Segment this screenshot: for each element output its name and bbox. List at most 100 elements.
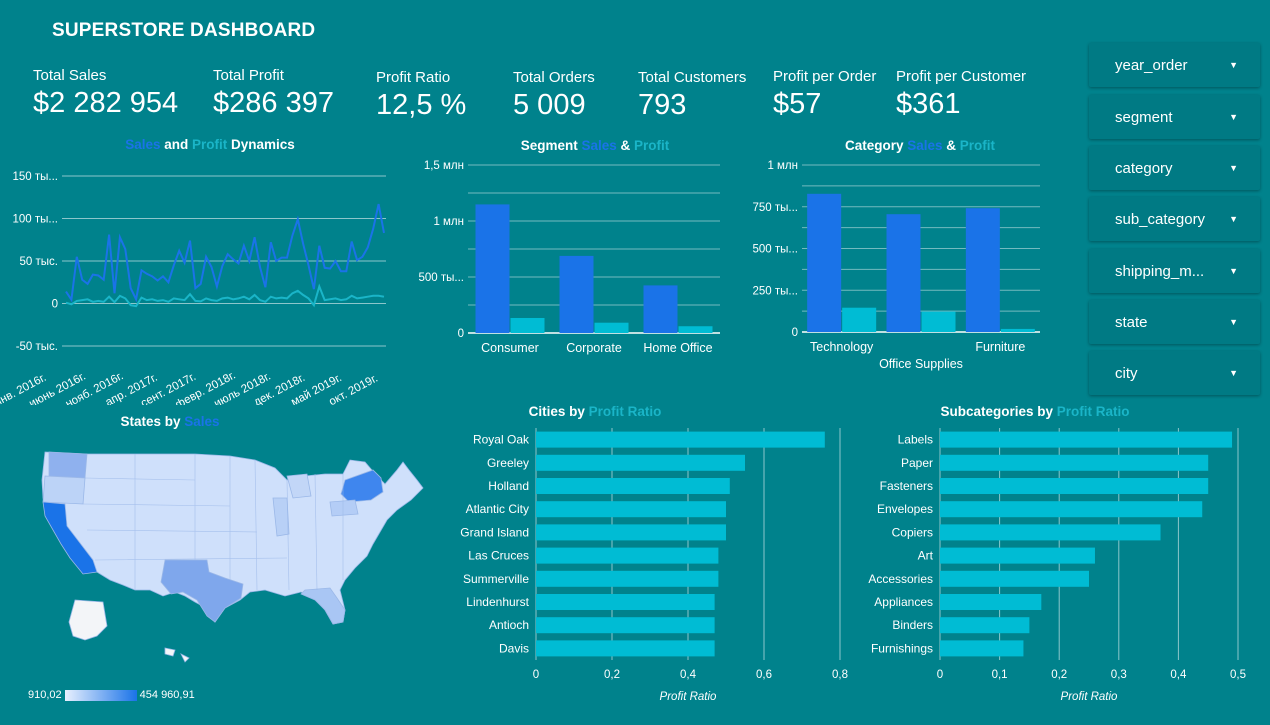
x-category-label: Furniture	[975, 340, 1025, 354]
y-tick-label: 500 ты...	[418, 272, 464, 284]
x-tick-label: 0,6	[756, 669, 772, 681]
bar-sales	[475, 204, 510, 333]
x-tick-label: 0,2	[604, 669, 620, 681]
y-tick-label: 150 ты...	[12, 171, 58, 183]
kpi-total-customers: Total Customers 793	[638, 69, 746, 122]
kpi-value: $361	[896, 88, 961, 120]
kpi-label: Profit per Order	[773, 68, 877, 85]
bar-profit-ratio	[940, 454, 1209, 471]
y-category-label: Binders	[892, 618, 933, 632]
y-category-label: Atlantic City	[466, 502, 529, 516]
kpi-value: $57	[773, 88, 822, 120]
y-category-label: Appliances	[874, 595, 933, 609]
bar-profit-ratio	[940, 594, 1042, 610]
map-state-alaska	[68, 599, 108, 641]
y-category-label: Summerville	[463, 572, 529, 586]
x-tick-label: 0,8	[832, 669, 848, 681]
dropdown-caret-icon: ▼	[1229, 368, 1238, 378]
bar-profit-ratio	[940, 640, 1024, 657]
bar-profit-ratio	[940, 431, 1233, 448]
bar-profit	[594, 322, 629, 333]
filter-city[interactable]: city ▼	[1089, 351, 1260, 395]
map-state-florida	[300, 587, 346, 625]
dynamics-line-chart: 150 ты...100 ты...50 тыс.0-50 тыс.янв. 2…	[0, 171, 386, 405]
filter-segment[interactable]: segment ▼	[1089, 95, 1260, 139]
bar-sales	[807, 193, 842, 332]
kpi-label: Total Sales	[33, 67, 107, 84]
bar-sales	[965, 208, 1000, 332]
y-tick-label: 750 ты...	[752, 202, 798, 214]
bar-sales	[886, 214, 921, 332]
kpi-total-orders: Total Orders 5 009	[513, 69, 595, 122]
y-category-label: Antioch	[489, 618, 529, 632]
x-tick-label: 0	[937, 669, 943, 681]
bar-profit-ratio	[536, 524, 726, 541]
x-category-label: Home Office	[643, 341, 712, 355]
filter-year-order[interactable]: year_order ▼	[1089, 43, 1260, 87]
bar-profit-ratio	[536, 640, 715, 657]
filter-label: sub_category	[1115, 210, 1206, 228]
y-tick-label: 0	[458, 328, 464, 340]
filter-label: shipping_m...	[1115, 262, 1205, 280]
bar-profit-ratio	[536, 594, 715, 610]
x-category-label: Office Supplies	[879, 357, 963, 371]
bar-profit	[1000, 328, 1035, 332]
dropdown-caret-icon: ▼	[1229, 266, 1238, 276]
bar-profit	[921, 311, 956, 332]
x-axis-title: Profit Ratio	[1061, 691, 1118, 703]
states-map-title: States by Sales	[120, 414, 220, 429]
map-state-texas	[160, 559, 244, 623]
y-category-label: Holland	[488, 479, 529, 493]
us-states-map	[41, 451, 424, 663]
bar-sales	[559, 255, 594, 333]
filter-label: city	[1115, 364, 1138, 382]
filter-shipping-mode[interactable]: shipping_m... ▼	[1089, 249, 1260, 293]
x-category-label: Corporate	[566, 341, 622, 355]
y-category-label: Accessories	[868, 572, 933, 586]
y-tick-label: 0	[792, 327, 798, 339]
x-tick-label: 0,4	[680, 669, 697, 681]
y-tick-label: 0	[52, 299, 58, 311]
y-category-label: Furnishings	[871, 641, 933, 655]
cities-bar-chart: 0 0,2 0,4 0,6 0,8 Royal Oak Greeley Holland Atla…	[460, 428, 848, 703]
y-tick-label: 1 млн	[433, 216, 464, 228]
kpi-value: $2 282 954	[33, 87, 179, 119]
map-state-illinois	[272, 497, 290, 537]
y-tick-label: 500 ты...	[752, 244, 798, 256]
line-series-sales	[65, 203, 385, 303]
bar-profit-ratio	[536, 478, 730, 494]
y-category-label: Art	[918, 549, 934, 563]
bar-profit-ratio	[940, 617, 1030, 634]
filter-state[interactable]: state ▼	[1089, 300, 1260, 344]
filter-sub-category[interactable]: sub_category ▼	[1089, 197, 1260, 241]
bar-profit-ratio	[536, 454, 745, 471]
kpi-label: Total Orders	[513, 69, 595, 86]
bar-profit-ratio	[536, 570, 719, 587]
dropdown-caret-icon: ▼	[1229, 317, 1238, 327]
map-state-pennsylvania	[329, 499, 359, 517]
kpi-value: 793	[638, 89, 687, 121]
bar-profit-ratio	[536, 547, 719, 564]
bar-profit-ratio	[536, 617, 715, 634]
y-category-label: Copiers	[892, 525, 933, 539]
filter-category[interactable]: category ▼	[1089, 146, 1260, 190]
y-category-label: Paper	[901, 456, 933, 470]
legend-min-value: 910,02	[28, 689, 62, 701]
map-state-michigan	[286, 473, 312, 499]
y-category-label: Davis	[499, 641, 529, 655]
y-category-label: Envelopes	[877, 502, 933, 516]
dashboard-title: SUPERSTORE DASHBOARD	[52, 20, 316, 41]
bar-profit-ratio	[536, 501, 726, 518]
bar-profit-ratio	[940, 524, 1161, 541]
cities-chart-title: Cities by Profit Ratio	[528, 404, 662, 419]
y-category-label: Fasteners	[880, 479, 933, 493]
dropdown-caret-icon: ▼	[1229, 112, 1238, 122]
y-category-label: Labels	[898, 433, 933, 447]
bar-profit-ratio	[940, 501, 1203, 518]
map-state-california	[42, 501, 98, 575]
x-tick-label: 0,5	[1230, 669, 1246, 681]
kpi-profit-per-customer: Profit per Customer $361	[896, 68, 1026, 121]
y-tick-label: 50 тыс.	[20, 256, 58, 268]
x-tick-label: 0,3	[1111, 669, 1127, 681]
x-axis-title: Profit Ratio	[660, 691, 717, 703]
